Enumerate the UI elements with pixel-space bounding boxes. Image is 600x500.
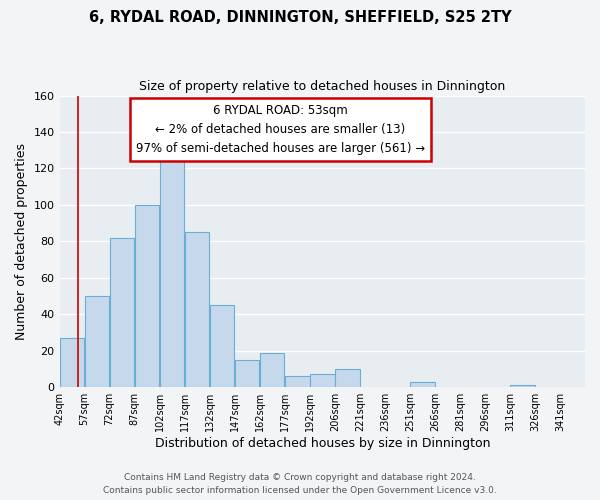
Text: 6 RYDAL ROAD: 53sqm
← 2% of detached houses are smaller (13)
97% of semi-detache: 6 RYDAL ROAD: 53sqm ← 2% of detached hou… xyxy=(136,104,425,156)
X-axis label: Distribution of detached houses by size in Dinnington: Distribution of detached houses by size … xyxy=(155,437,490,450)
Bar xyxy=(185,232,209,387)
Bar xyxy=(135,205,160,387)
Bar xyxy=(510,386,535,387)
Bar xyxy=(260,352,284,387)
Bar xyxy=(210,305,235,387)
Text: 6, RYDAL ROAD, DINNINGTON, SHEFFIELD, S25 2TY: 6, RYDAL ROAD, DINNINGTON, SHEFFIELD, S2… xyxy=(89,10,511,25)
Bar xyxy=(110,238,134,387)
Bar xyxy=(160,150,184,387)
Bar xyxy=(310,374,335,387)
Y-axis label: Number of detached properties: Number of detached properties xyxy=(15,143,28,340)
Title: Size of property relative to detached houses in Dinnington: Size of property relative to detached ho… xyxy=(139,80,505,93)
Bar xyxy=(335,369,359,387)
Bar xyxy=(60,338,85,387)
Text: Contains HM Land Registry data © Crown copyright and database right 2024.
Contai: Contains HM Land Registry data © Crown c… xyxy=(103,474,497,495)
Bar xyxy=(285,376,310,387)
Bar xyxy=(235,360,259,387)
Bar xyxy=(85,296,109,387)
Bar xyxy=(410,382,434,387)
